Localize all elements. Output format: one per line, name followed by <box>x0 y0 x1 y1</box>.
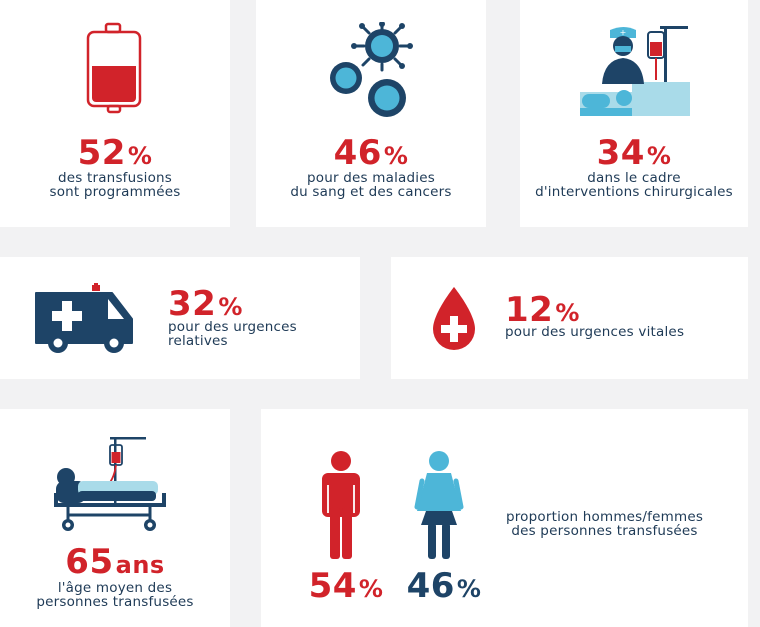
stat-blood-cancer-label: pour des maladies du sang et des cancers <box>290 170 452 200</box>
stat-relative-emergency-value: 32% <box>168 284 243 324</box>
stat-programmed-label: des transfusions sont programmées <box>49 170 181 200</box>
stat-gender-label: proportion hommes/femmes des personnes t… <box>505 509 704 539</box>
stat-vital-emergency-label: pour des urgences vitales <box>505 324 685 340</box>
stat-programmed-value: 52% <box>77 133 153 173</box>
card-age: 65ans l'âge moyen des personnes transfus… <box>0 409 230 627</box>
card-programmed: 52% des transfusions sont programmées <box>0 0 230 227</box>
patient-stretcher-icon <box>54 435 166 533</box>
blood-drop-cross-icon <box>431 287 477 353</box>
man-icon <box>320 451 362 559</box>
surgeon-patient-icon: + <box>580 22 692 118</box>
stat-surgery-value: 34% <box>596 133 672 173</box>
card-gender: 54% 46% proportion hommes/femmes des per… <box>261 409 748 627</box>
stat-age-value: 65ans <box>65 542 165 582</box>
woman-icon <box>413 451 465 559</box>
card-blood-cancer: 46% pour des maladies du sang et des can… <box>256 0 486 227</box>
stat-men-value: 54% <box>308 566 384 606</box>
stat-blood-cancer-value: 46% <box>333 133 409 173</box>
stat-women-value: 46% <box>406 566 482 606</box>
card-surgery: + 34% dans le cadre d'interventions chir… <box>520 0 748 227</box>
blood-bag-icon <box>84 22 144 116</box>
card-relative-emergency: 32% pour des urgences relatives <box>0 257 360 379</box>
stat-relative-emergency-label: pour des urgences relatives <box>168 319 297 349</box>
svg-text:+: + <box>620 28 627 37</box>
card-vital-emergency: 12% pour des urgences vitales <box>391 257 748 379</box>
stat-vital-emergency-value: 12% <box>505 290 580 330</box>
virus-cells-icon <box>330 22 416 118</box>
ambulance-icon <box>34 281 138 355</box>
stat-surgery-label: dans le cadre d'interventions chirurgica… <box>535 170 733 200</box>
stat-age-label: l'âge moyen des personnes transfusées <box>36 580 194 610</box>
